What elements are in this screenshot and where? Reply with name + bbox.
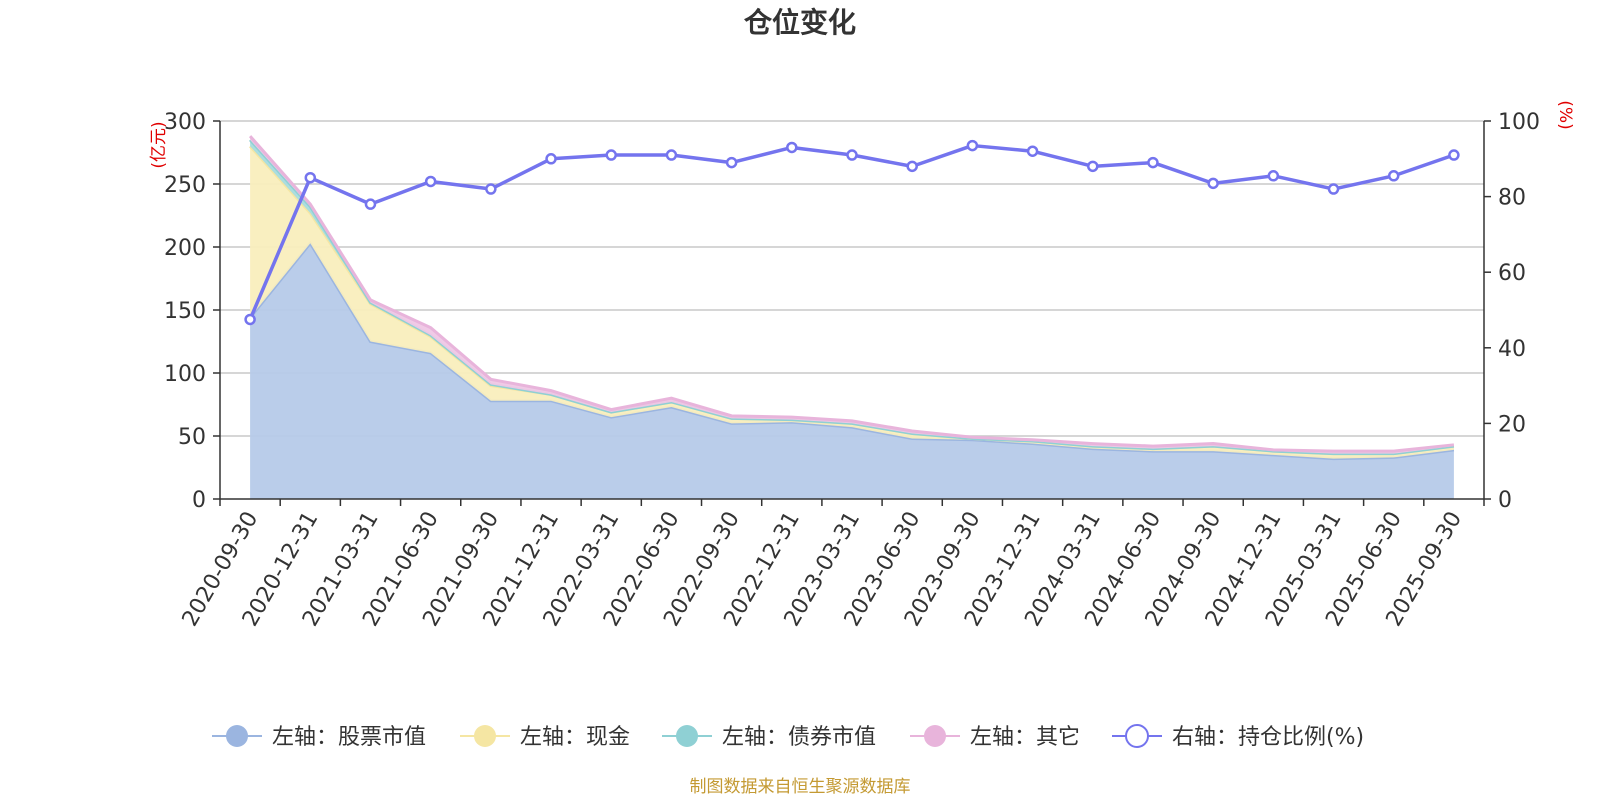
legend[interactable]: 左轴：股票市值 左轴：现金 左轴：债券市值 左轴：其它 右轴：持仓比例(%) [212,724,1364,750]
legend-label: 右轴：持仓比例(%) [1172,725,1364,750]
right-tick-label: 80 [1498,186,1526,211]
right-tick-label: 60 [1498,261,1526,286]
right-tick-label: 0 [1498,488,1512,513]
line-point[interactable] [605,149,617,161]
legend-item[interactable]: 左轴：其它 [910,725,1080,750]
line-point[interactable] [545,153,557,165]
line-point[interactable] [1267,170,1280,182]
legend-marker [676,725,698,747]
line-point[interactable] [1387,170,1400,182]
line-point[interactable] [424,175,437,188]
left-axis-unit: (亿元) [149,121,169,168]
left-tick-label: 50 [178,425,206,450]
legend-item[interactable]: 右轴：持仓比例(%) [1112,724,1364,750]
right-tick-label: 40 [1498,337,1526,362]
legend-item[interactable]: 左轴：债券市值 [662,725,876,750]
left-tick-label: 100 [164,362,206,387]
left-tick-label: 150 [164,299,206,324]
left-tick-label: 200 [164,236,206,261]
line-point[interactable] [1207,177,1219,190]
legend-label: 左轴：其它 [970,725,1080,750]
right-axis-unit: (%) [1555,100,1575,129]
line-point[interactable] [485,183,497,195]
legend-marker [226,725,248,747]
stacked-areas [248,135,1455,499]
holding-ratio-line [244,139,1460,326]
chart-title: 仓位变化 [744,6,856,39]
legend-item[interactable]: 左轴：股票市值 [212,725,426,750]
legend-marker [1125,724,1149,748]
line-point[interactable] [1147,156,1159,169]
line-point[interactable] [1448,149,1460,161]
legend-item[interactable]: 左轴：现金 [460,725,630,750]
line-point[interactable] [966,139,979,152]
left-tick-label: 250 [164,173,206,198]
line-point[interactable] [364,198,377,210]
legend-marker [474,725,496,747]
source-note: 制图数据来自恒生聚源数据库 [690,777,911,797]
area-edge-series-3 [248,135,1455,453]
line-point[interactable] [244,313,256,326]
legend-label: 左轴：股票市值 [272,725,426,750]
line-point[interactable] [1026,145,1039,157]
legend-label: 左轴：债券市值 [722,725,876,750]
area-series-0 [250,243,1454,499]
line-point[interactable] [665,149,678,161]
line-point[interactable] [906,160,918,173]
line-point[interactable] [304,171,317,184]
left-tick-label: 0 [192,488,206,513]
line-point[interactable] [725,156,738,169]
legend-label: 左轴：现金 [520,725,630,750]
line-point[interactable] [1327,183,1340,195]
right-tick-label: 20 [1498,412,1526,437]
line-point[interactable] [1087,160,1099,173]
line-point[interactable] [786,141,798,154]
line-point[interactable] [846,149,858,161]
legend-marker [924,725,946,747]
left-tick-label: 300 [164,110,206,135]
right-tick-label: 100 [1498,110,1540,135]
